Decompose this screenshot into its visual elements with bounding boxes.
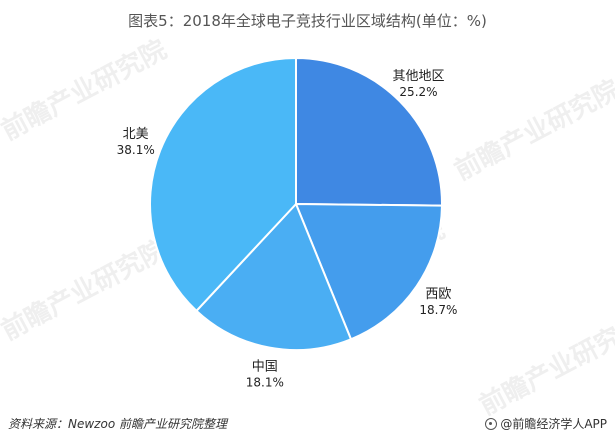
slice-value-label: 18.1% <box>246 375 284 389</box>
slice-label: 北美 <box>123 127 149 142</box>
slice-label: 西欧 <box>425 287 451 302</box>
pie-slices <box>150 58 442 350</box>
source-note: 资料来源：Newzoo 前瞻产业研究院整理 <box>8 415 227 432</box>
slice-value-label: 25.2% <box>399 85 437 99</box>
slice-value-label: 18.7% <box>419 303 457 317</box>
brand-note: @前瞻经济学人APP <box>485 415 607 432</box>
slice-label: 中国 <box>252 359 278 374</box>
slice-label: 其他地区 <box>392 69 444 84</box>
brand-logo-icon <box>485 418 497 430</box>
brand-text: @前瞻经济学人APP <box>500 415 607 432</box>
slice-value-label: 38.1% <box>117 143 155 157</box>
